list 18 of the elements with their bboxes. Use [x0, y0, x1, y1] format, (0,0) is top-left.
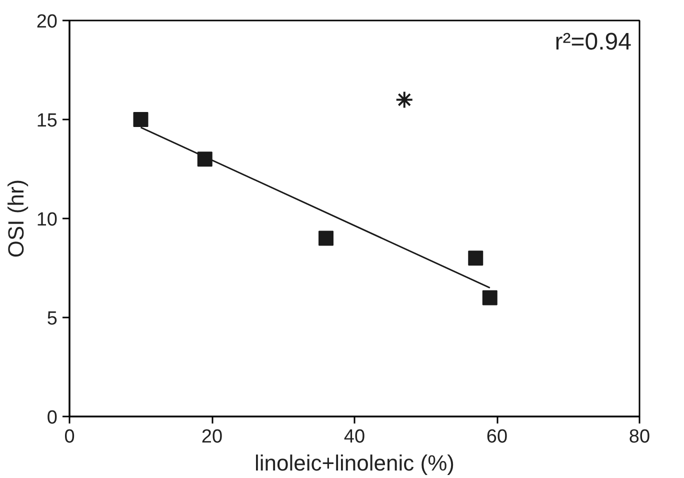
point	[133, 112, 148, 127]
point	[482, 290, 498, 306]
point	[395, 90, 414, 109]
y-tick-label: 5	[46, 308, 58, 330]
point	[468, 250, 484, 266]
y-tick-label: 20	[36, 12, 58, 32]
annotation: r²=0.94	[554, 28, 632, 56]
y-tick-label: 10	[36, 210, 58, 230]
point	[318, 230, 334, 246]
x-tick-label: 20	[201, 426, 223, 448]
y-tick-label: 0	[46, 408, 58, 428]
x-tick-label: 0	[64, 426, 75, 448]
y-axis-title: OSI (hr)	[3, 179, 28, 258]
x-axis-title: linoleic+linolenic (%)	[254, 450, 454, 476]
x-tick-label: 60	[486, 426, 508, 448]
x-tick-label: 80	[628, 426, 650, 448]
y-tick-label: 15	[36, 110, 58, 132]
x-tick-label: 40	[344, 426, 366, 448]
